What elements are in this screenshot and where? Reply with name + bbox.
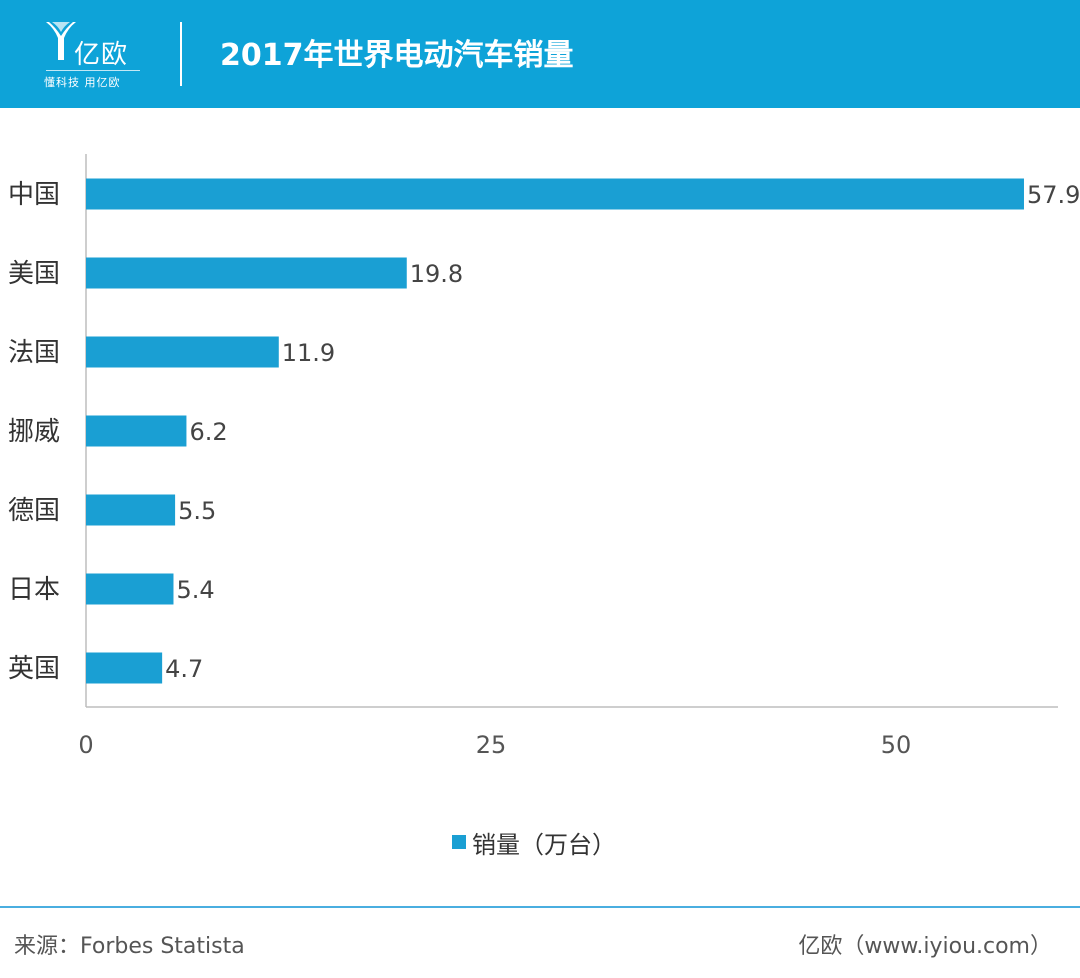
header-divider [180,22,182,86]
bar-3 [86,415,187,447]
bar-5 [86,573,174,605]
legend-swatch [452,835,466,849]
logo-text: 亿欧 [74,40,129,70]
legend-label: 销量（万台） [472,830,616,859]
page-title: 2017年世界电动汽车销量 [220,38,574,73]
footer-divider [0,906,1080,908]
category-label: 德国 [8,496,60,526]
category-label: 中国 [8,180,60,210]
category-label: 日本 [8,575,60,605]
bar-4 [86,494,176,526]
x-tick-label: 0 [78,731,93,759]
logo-underline [46,70,140,71]
x-tick-label: 50 [881,731,912,759]
source-note: 来源：Forbes Statista [14,934,245,959]
logo-mark-icon [46,22,76,60]
bar-2 [86,336,279,368]
category-label: 挪威 [8,417,60,447]
bar-0 [86,178,1024,210]
bar-6 [86,652,163,684]
data-label: 57.9 [1027,181,1080,209]
category-label: 美国 [8,259,60,289]
category-label: 英国 [8,654,60,684]
data-label: 5.4 [176,576,214,604]
data-label: 5.5 [178,497,216,525]
data-label: 19.8 [410,260,463,288]
data-label: 4.7 [165,655,203,683]
logo-slogan: 懂科技 用亿欧 [44,76,121,89]
bar-chart: 0 25 50 中国 57.9 美国 19.8 法国 11.9 挪威 6.2 德国 5.5 日本 5.4 英国… [8,154,1080,759]
brand-credit: 亿欧（www.iyiou.com） [798,934,1052,959]
bar-1 [86,257,407,289]
category-label: 法国 [8,338,60,368]
data-label: 11.9 [282,339,335,367]
header-banner: 亿欧 懂科技 用亿欧 2017年世界电动汽车销量 [0,0,1080,108]
data-label: 6.2 [189,418,227,446]
x-tick-label: 25 [476,731,507,759]
chart-legend: 销量（万台） [452,822,616,862]
brand-logo: 亿欧 懂科技 用亿欧 [40,14,150,94]
